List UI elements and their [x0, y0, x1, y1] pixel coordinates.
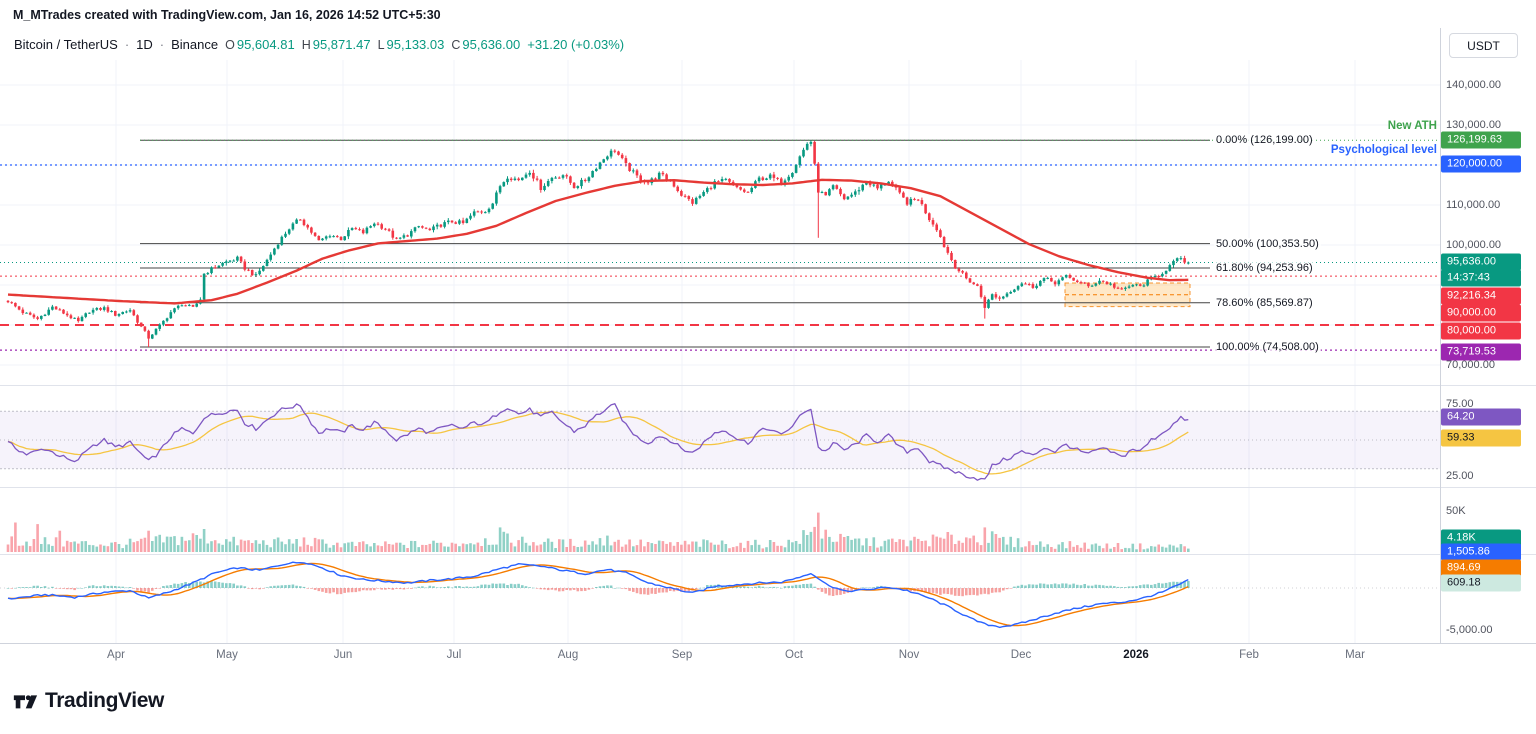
- low-label: L: [377, 38, 385, 52]
- currency-toggle-button[interactable]: USDT: [1449, 33, 1518, 58]
- close-label: C: [451, 38, 461, 52]
- ohlc-low: L 95,133.03: [378, 37, 445, 52]
- rsi-band-lines: [0, 410, 1440, 470]
- legend-separator: ·: [159, 37, 165, 52]
- high-label: H: [301, 38, 311, 52]
- candlestick-series: [6, 140, 1190, 347]
- high-value: 95,871.47: [312, 37, 371, 52]
- macd-signal-line: [7, 562, 1189, 627]
- ohlc-high: H 95,871.47: [302, 37, 371, 52]
- open-label: O: [225, 38, 235, 52]
- open-value: 95,604.81: [236, 37, 295, 52]
- grid-lines: [0, 60, 1440, 643]
- interval-label[interactable]: 1D: [136, 37, 153, 52]
- attribution-text: M_MTrades created with TradingView.com, …: [13, 8, 441, 22]
- ohlc-close: C 95,636.00: [451, 37, 520, 52]
- tradingview-logo[interactable]: TradingView: [12, 688, 164, 714]
- rsi-line: [7, 403, 1189, 481]
- symbol-name[interactable]: Bitcoin / TetherUS: [14, 37, 118, 52]
- exchange-label[interactable]: Binance: [171, 37, 219, 52]
- close-value: 95,636.00: [462, 37, 521, 52]
- pane-separators: [0, 385, 1536, 555]
- legend-separator: ·: [124, 37, 130, 52]
- ma-line: [7, 178, 1189, 305]
- macd-line: [7, 561, 1189, 629]
- price-level-lines[interactable]: [0, 139, 1440, 351]
- change-value: +31.20 (+0.03%): [527, 37, 625, 52]
- tradingview-logo-icon: [13, 695, 38, 709]
- ohlc-open: O 95,604.81: [225, 37, 295, 52]
- fib-retracement-lines[interactable]: [140, 139, 1210, 348]
- supply-demand-zone[interactable]: [1064, 282, 1191, 308]
- volume-series: [6, 512, 1190, 552]
- tradingview-logo-text: TradingView: [45, 689, 164, 712]
- rsi-band: [0, 411, 1440, 469]
- axis-borders: [0, 28, 1536, 644]
- symbol-legend[interactable]: Bitcoin / TetherUS · 1D · Binance O 95,60…: [14, 37, 624, 52]
- rsi-ma-line: [7, 411, 1189, 475]
- low-value: 95,133.03: [386, 37, 445, 52]
